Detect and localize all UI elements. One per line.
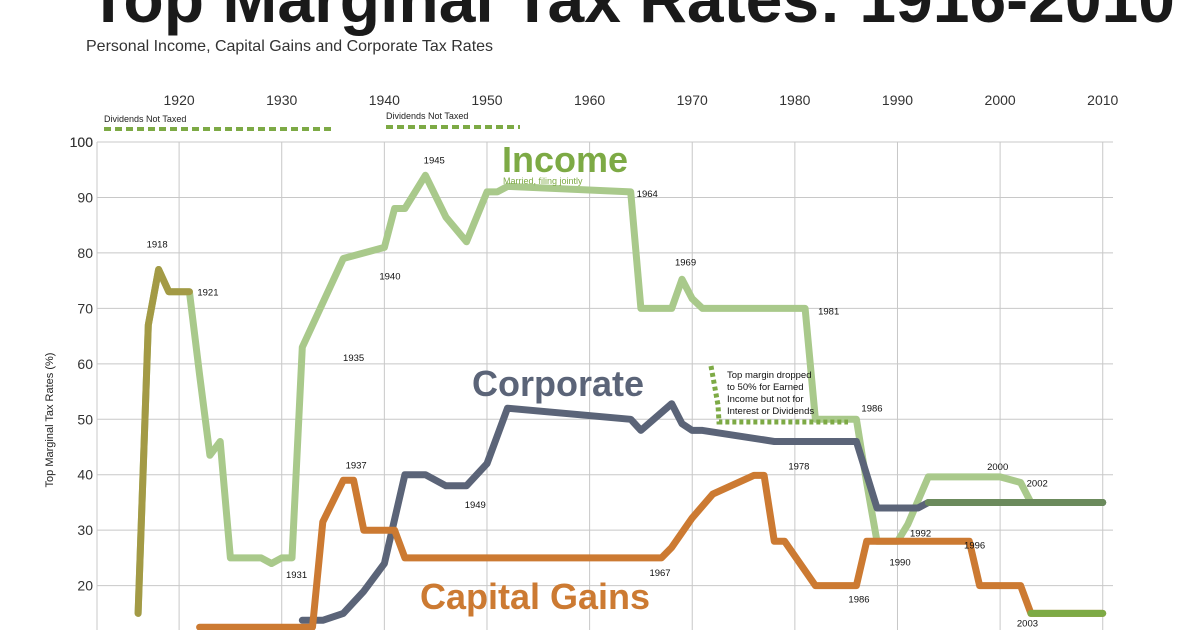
y-tick-label: 40 — [77, 467, 93, 483]
x-tick-label: 1960 — [574, 92, 605, 108]
x-tick-label: 1940 — [369, 92, 400, 108]
note-1981-line-3: Income but not for — [727, 394, 804, 405]
year-label: 2002 — [1027, 478, 1048, 489]
series-label-income: Income — [502, 139, 628, 180]
series-label-corporate: Corporate — [472, 363, 644, 404]
year-label: 1986 — [861, 403, 882, 414]
year-label: 1949 — [465, 500, 486, 511]
shared-early-segment — [134, 266, 193, 617]
y-tick-label: 90 — [77, 189, 93, 205]
year-label: 1981 — [818, 306, 839, 317]
year-label: 1964 — [637, 189, 658, 200]
y-tick-label: 70 — [77, 300, 93, 316]
x-tick-label: 1950 — [471, 92, 502, 108]
year-label: 1986 — [848, 595, 869, 606]
y-tick-label: 100 — [70, 134, 94, 150]
year-label: 1969 — [675, 257, 696, 268]
year-label: 1967 — [649, 568, 670, 579]
year-label: 1996 — [964, 540, 985, 551]
dividends-label-1: Dividends Not Taxed — [104, 114, 186, 124]
chart-subtitle: Personal Income, Capital Gains and Corpo… — [86, 38, 493, 55]
y-tick-label: 50 — [77, 411, 93, 427]
year-label: 1935 — [343, 353, 364, 364]
x-axis-ticks: 1920 1930 1940 1950 1960 1970 1980 1990 2000 2010 — [164, 92, 1119, 108]
year-label: 1978 — [788, 461, 809, 472]
note-1981-line-1: Top margin dropped — [727, 370, 812, 381]
x-tick-label: 2000 — [985, 92, 1016, 108]
year-labels: 1918 1921 1931 1935 1937 1940 1945 1949 1964 1967… — [147, 155, 1048, 629]
year-label: 1990 — [889, 557, 910, 568]
year-label: 2003 — [1017, 618, 1038, 629]
y-tick-label: 20 — [77, 578, 93, 594]
x-tick-label: 1930 — [266, 92, 297, 108]
overlays — [134, 266, 1107, 617]
series-lines — [134, 171, 1107, 630]
year-label: 1937 — [346, 460, 367, 471]
x-tick-label: 1920 — [164, 92, 195, 108]
x-tick-label: 1970 — [677, 92, 708, 108]
y-tick-label: 80 — [77, 245, 93, 261]
note-1981-line-2: to 50% for Earned — [727, 382, 804, 393]
note-1981-line-4: Interest or Dividends — [727, 406, 814, 417]
series-label-capital-gains: Capital Gains — [420, 576, 650, 617]
x-tick-label: 2010 — [1087, 92, 1118, 108]
dividends-not-taxed-markers — [104, 125, 520, 131]
chart-title: Top Marginal Tax Rates: 1916-2010 — [88, 0, 1175, 36]
y-tick-label: 100 — [70, 134, 94, 150]
dividends-label-2: Dividends Not Taxed — [386, 111, 468, 121]
y-tick-label: 30 — [77, 522, 93, 538]
series-line-capital-gains — [196, 471, 1107, 630]
year-label: 1992 — [910, 529, 931, 540]
series-sublabel-income: Married, filing jointly — [503, 176, 583, 186]
note-1981-marker — [708, 365, 848, 425]
year-label: 1931 — [286, 570, 307, 581]
series-line-corporate — [298, 400, 1107, 624]
year-label: 1918 — [147, 240, 168, 251]
year-label: 1940 — [379, 271, 400, 282]
x-tick-label: 1980 — [779, 92, 810, 108]
year-label: 1945 — [424, 155, 445, 166]
x-tick-label: 1990 — [882, 92, 913, 108]
y-tick-label: 60 — [77, 356, 93, 372]
year-label: 1921 — [197, 288, 218, 299]
y-axis-label: Top Marginal Tax Rates (%) — [44, 353, 56, 488]
year-label: 2000 — [987, 462, 1008, 473]
